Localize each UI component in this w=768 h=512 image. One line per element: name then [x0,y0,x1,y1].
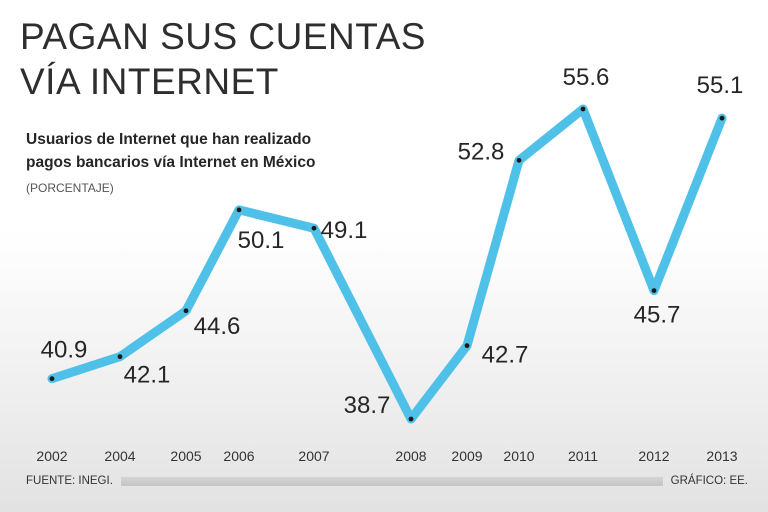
data-label-2011: 55.6 [563,64,610,91]
data-label-2013: 55.1 [697,72,744,99]
data-point-2009 [464,343,470,349]
subtitle-line-2: pagos bancarios vía Internet en México [26,154,316,171]
data-label-2012: 45.7 [634,302,681,329]
x-tick-label-2012: 2012 [638,448,669,464]
data-label-2010: 52.8 [458,138,505,165]
x-tick-label-2013: 2013 [706,448,737,464]
data-point-2011 [580,106,586,112]
data-point-2002 [49,376,55,382]
data-point-2013 [719,115,725,121]
x-tick-label-2006: 2006 [223,448,254,464]
subtitle-line-1: Usuarios de Internet que han realizado [26,131,312,148]
data-point-2006 [236,207,242,213]
chart-subtitle: Usuarios de Internet que han realizado p… [26,128,315,174]
data-point-2004 [117,354,123,360]
footer-divider-bar [120,476,663,486]
data-label-2006: 50.1 [238,227,285,254]
x-tick-label-2010: 2010 [503,448,534,464]
data-point-2010 [516,157,522,163]
x-tick-label-2002: 2002 [36,448,67,464]
x-tick-label-2004: 2004 [104,448,135,464]
x-tick-label-2008: 2008 [395,448,426,464]
data-label-2007: 49.1 [321,217,368,244]
source-label: FUENTE: INEGI. [26,475,113,487]
credit-label: GRÁFICO: EE. [670,475,748,487]
title-line-2: VÍA INTERNET [20,61,279,102]
unit-label: (PORCENTAJE) [26,181,114,195]
data-point-2007 [311,225,317,231]
x-tick-label-2005: 2005 [170,448,201,464]
data-label-2004: 42.1 [124,362,171,389]
data-point-2008 [408,416,414,422]
data-label-2005: 44.6 [194,313,241,340]
data-point-2005 [183,308,189,314]
data-label-2008: 38.7 [344,392,391,419]
title-line-1: PAGAN SUS CUENTAS [20,16,426,57]
chart-title: PAGAN SUS CUENTAS VÍA INTERNET [20,14,426,104]
x-tick-label-2007: 2007 [298,448,329,464]
data-label-2009: 42.7 [482,342,529,369]
data-point-2012 [651,288,657,293]
footer: FUENTE: INEGI. GRÁFICO: EE. [26,473,748,489]
x-tick-label-2009: 2009 [451,448,482,464]
x-tick-label-2011: 2011 [568,448,598,464]
data-label-2002: 40.9 [41,337,88,364]
